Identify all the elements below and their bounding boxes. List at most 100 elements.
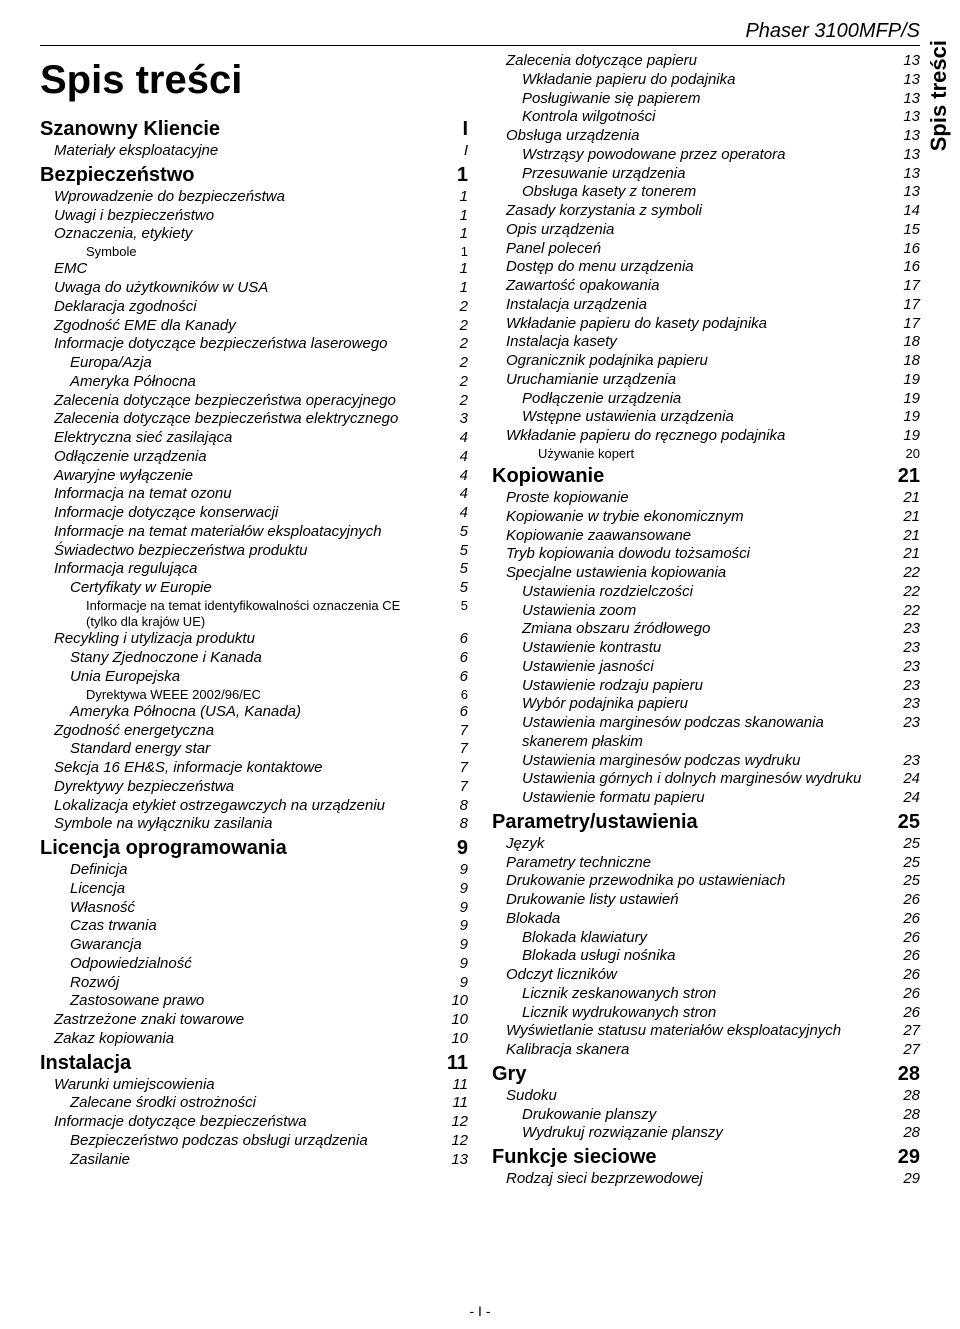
toc-entry-page: 4 [438,504,468,523]
toc-entry-page: 2 [438,335,468,354]
toc-entry: Zalecenia dotyczące papieru13 [492,52,920,71]
toc-entry-page: 10 [438,1011,468,1030]
toc-entry-page: 17 [890,296,920,315]
toc-entry: Wkładanie papieru do kasety podajnika17 [492,315,920,334]
toc-entry-label: Blokada [506,910,890,929]
toc-entry-label: Europa/Azja [70,354,438,373]
toc-entry: Świadectwo bezpieczeństwa produktu5 [40,542,468,561]
toc-entry-page: 7 [438,740,468,759]
toc-entry: Ustawienie formatu papieru24 [492,789,920,808]
toc-entry-label: Wyświetlanie statusu materiałów eksploat… [506,1022,890,1041]
toc-entry-page: 9 [438,836,468,861]
toc-entry-label: Funkcje sieciowe [492,1145,890,1170]
toc-entry-page: 23 [890,677,920,696]
toc-entry: Ustawienia górnych i dolnych marginesów … [492,770,920,789]
toc-entry-label: Gry [492,1062,890,1087]
toc-entry: Obsługa kasety z tonerem13 [492,183,920,202]
toc-entry: Wstępne ustawienia urządzenia19 [492,408,920,427]
toc-entry-page: 27 [890,1022,920,1041]
toc-entry-label: Licencja [70,880,438,899]
toc-entry-page: 9 [438,974,468,993]
toc-entry-label: Proste kopiowanie [506,489,890,508]
toc-entry: Dostęp do menu urządzenia16 [492,258,920,277]
toc-entry-label: Licencja oprogramowania [40,836,438,861]
toc-entry: Kopiowanie zaawansowane21 [492,527,920,546]
toc-entry: Warunki umiejscowienia11 [40,1076,468,1095]
toc-entry-page: 9 [438,917,468,936]
toc-entry: Zastrzeżone znaki towarowe10 [40,1011,468,1030]
toc-entry: Zalecane środki ostrożności11 [40,1094,468,1113]
toc-entry-page: 16 [890,258,920,277]
toc-entry-label: Zalecane środki ostrożności [70,1094,438,1113]
toc-entry-label: Symbole na wyłączniku zasilania [54,815,438,834]
toc-entry-page: 13 [890,165,920,184]
toc-entry-label: Własność [70,899,438,918]
toc-entry-label: Informacja regulująca [54,560,438,579]
toc-entry-page: 7 [438,759,468,778]
toc-entry-label: Instalacja urządzenia [506,296,890,315]
toc-entry: Kopiowanie21 [492,464,920,489]
toc-entry: Zawartość opakowania17 [492,277,920,296]
toc-entry-label: Ustawienia górnych i dolnych marginesów … [522,770,890,789]
toc-entry-label: Standard energy star [70,740,438,759]
toc-entry-label: Kopiowanie w trybie ekonomicznym [506,508,890,527]
toc-entry-label: Przesuwanie urządzenia [522,165,890,184]
toc-entry-label: Wkładanie papieru do podajnika [522,71,890,90]
toc-entry-page: 13 [890,183,920,202]
toc-entry-page: 9 [438,955,468,974]
toc-entry-page: 4 [438,485,468,504]
toc-entry: Informacja na temat ozonu4 [40,485,468,504]
toc-entry-label: Blokada usługi nośnika [522,947,890,966]
toc-entry-label: EMC [54,260,438,279]
toc-entry-page: 6 [438,687,468,703]
toc-entry-page: 25 [890,854,920,873]
toc-entry: Własność9 [40,899,468,918]
toc-entry-page: 13 [890,127,920,146]
toc-entry: Instalacja urządzenia17 [492,296,920,315]
toc-entry-page: 26 [890,929,920,948]
toc-entry-page: 23 [890,695,920,714]
toc-entry: Wprowadzenie do bezpieczeństwa1 [40,188,468,207]
toc-entry-page: 24 [890,789,920,808]
toc-entry: Kontrola wilgotności13 [492,108,920,127]
toc-entry-page: 21 [890,489,920,508]
toc-entry: Symbole na wyłączniku zasilania8 [40,815,468,834]
toc-entry-label: Informacje dotyczące bezpieczeństwa [54,1113,438,1132]
toc-entry-label: Odpowiedzialność [70,955,438,974]
toc-entry-label: Zastrzeżone znaki towarowe [54,1011,438,1030]
toc-entry-page: 7 [438,778,468,797]
toc-entry: Przesuwanie urządzenia13 [492,165,920,184]
toc-entry-label: Wstrząsy powodowane przez operatora [522,146,890,165]
toc-entry-label: Zawartość opakowania [506,277,890,296]
toc-entry: Bezpieczeństwo1 [40,163,468,188]
toc-entry: Ustawienia rozdzielczości22 [492,583,920,602]
toc-entry-label: Obsługa kasety z tonerem [522,183,890,202]
toc-entry-label: Wydrukuj rozwiązanie planszy [522,1124,890,1143]
toc-entry: Wyświetlanie statusu materiałów eksploat… [492,1022,920,1041]
toc-entry: Ustawienie rodzaju papieru23 [492,677,920,696]
toc-entry-page: 3 [438,410,468,429]
toc-entry-page: 23 [890,752,920,771]
toc-entry-page: 26 [890,1004,920,1023]
toc-entry-label: Informacja na temat ozonu [54,485,438,504]
toc-entry-page: 9 [438,936,468,955]
toc-entry: Licencja oprogramowania9 [40,836,468,861]
toc-entry: Tryb kopiowania dowodu tożsamości21 [492,545,920,564]
toc-entry: Wybór podajnika papieru23 [492,695,920,714]
toc-entry-page: 11 [438,1076,468,1095]
toc-entry-label: Ustawienie rodzaju papieru [522,677,890,696]
toc-entry-label: Zalecenia dotyczące bezpieczeństwa opera… [54,392,438,411]
toc-entry-label: Panel poleceń [506,240,890,259]
toc-entry-page: 10 [438,992,468,1011]
toc-entry: Standard energy star7 [40,740,468,759]
toc-entry-page: 28 [890,1087,920,1106]
toc-entry: Parametry techniczne25 [492,854,920,873]
toc-entry-page: 4 [438,448,468,467]
toc-entry: Definicja9 [40,861,468,880]
toc-entry: EMC1 [40,260,468,279]
toc-entry: Certyfikaty w Europie5 [40,579,468,598]
toc-entry: Elektryczna sieć zasilająca4 [40,429,468,448]
toc-entry: Ameryka Północna2 [40,373,468,392]
toc-entry-label: Lokalizacja etykiet ostrzegawczych na ur… [54,797,438,816]
toc-entry: Szanowny KliencieI [40,117,468,142]
